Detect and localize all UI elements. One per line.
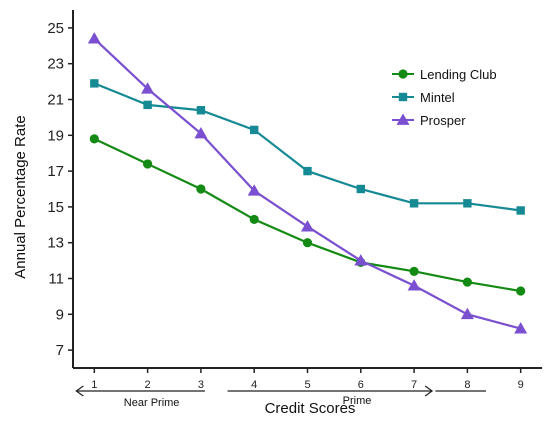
- series-group: [87, 32, 528, 334]
- y-tick-label: 13: [47, 235, 64, 252]
- data-point-prosper: [460, 307, 474, 320]
- series-mintel: [90, 79, 525, 215]
- x-tick-label: 2: [145, 379, 151, 391]
- data-point-mintel: [250, 125, 259, 135]
- y-tick-label: 11: [48, 271, 64, 288]
- legend: Lending Club Mintel Prosper: [392, 67, 497, 128]
- data-point-mintel: [196, 106, 206, 115]
- x-tick-label: 8: [464, 379, 470, 391]
- y-tick-label: 23: [47, 56, 64, 73]
- series-lending-club: [89, 134, 526, 296]
- data-point-lending-club: [409, 266, 419, 276]
- y-tick-label: 21: [47, 92, 64, 109]
- axes: [72, 10, 542, 369]
- series-line-lending-club: [93, 137, 521, 293]
- data-point-mintel: [143, 100, 152, 110]
- legend-label: Mintel: [420, 90, 455, 105]
- data-point-lending-club: [143, 159, 153, 169]
- data-point-lending-club: [249, 214, 259, 225]
- x-tick-label: 1: [91, 379, 97, 391]
- series-line-mintel: [93, 82, 521, 212]
- x-axis-title: Credit Scores: [265, 400, 356, 417]
- x-tick-label: 3: [198, 379, 204, 391]
- data-point-lending-club: [196, 184, 206, 194]
- data-point-lending-club: [516, 286, 526, 296]
- x-ticks: 1 2 3 4 5 6 7 8 9: [91, 368, 524, 391]
- data-point-lending-club: [89, 134, 99, 144]
- data-point-prosper: [354, 254, 368, 266]
- near-prime-label: Near Prime: [124, 397, 180, 409]
- data-point-prosper: [301, 220, 314, 232]
- range-annotations: Near Prime Prime: [75, 385, 487, 409]
- data-point-mintel: [303, 166, 312, 176]
- data-point-prosper: [407, 279, 421, 291]
- data-point-lending-club: [302, 238, 313, 248]
- series-prosper: [87, 32, 528, 334]
- y-tick-label: 17: [47, 163, 64, 180]
- data-point-mintel: [409, 199, 419, 208]
- legend-swatch-marker: [398, 69, 408, 79]
- legend-item-prosper: Prosper: [392, 113, 466, 128]
- x-tick-label: 4: [251, 379, 257, 391]
- data-point-prosper: [87, 32, 101, 44]
- legend-item-lending-club: Lending Club: [392, 67, 497, 82]
- x-tick-label: 7: [411, 379, 417, 391]
- x-tick-label: 5: [304, 379, 310, 391]
- data-point-mintel: [356, 184, 365, 194]
- x-tick-label: 6: [358, 379, 364, 391]
- y-ticks: 7 9 11 13 15 17 19 21 23 25: [47, 20, 73, 359]
- series-line-prosper: [93, 37, 521, 330]
- prime-label: Prime: [343, 395, 372, 407]
- data-point-mintel: [516, 206, 525, 215]
- legend-label: Prosper: [420, 113, 466, 128]
- data-point-mintel: [463, 199, 472, 208]
- y-tick-label: 19: [47, 127, 64, 144]
- data-point-lending-club: [462, 277, 472, 287]
- y-axis-title: Annual Percentage Rate: [12, 115, 29, 278]
- legend-swatch-marker: [396, 113, 410, 125]
- data-point-prosper: [247, 184, 261, 196]
- data-point-prosper: [141, 82, 155, 94]
- legend-swatch-marker: [398, 92, 408, 102]
- x-tick-label: 9: [518, 379, 524, 391]
- near-prime-arrow-head: [75, 385, 84, 397]
- legend-item-mintel: Mintel: [392, 90, 455, 105]
- y-tick-label: 15: [47, 199, 64, 216]
- prime-arrow-head: [424, 385, 434, 397]
- y-tick-label: 7: [56, 342, 64, 359]
- data-point-prosper: [514, 322, 528, 334]
- y-tick-label: 25: [47, 20, 64, 37]
- data-point-mintel: [90, 79, 99, 88]
- data-point-prosper: [194, 127, 208, 139]
- legend-label: Lending Club: [420, 67, 497, 82]
- y-tick-label: 9: [56, 306, 64, 323]
